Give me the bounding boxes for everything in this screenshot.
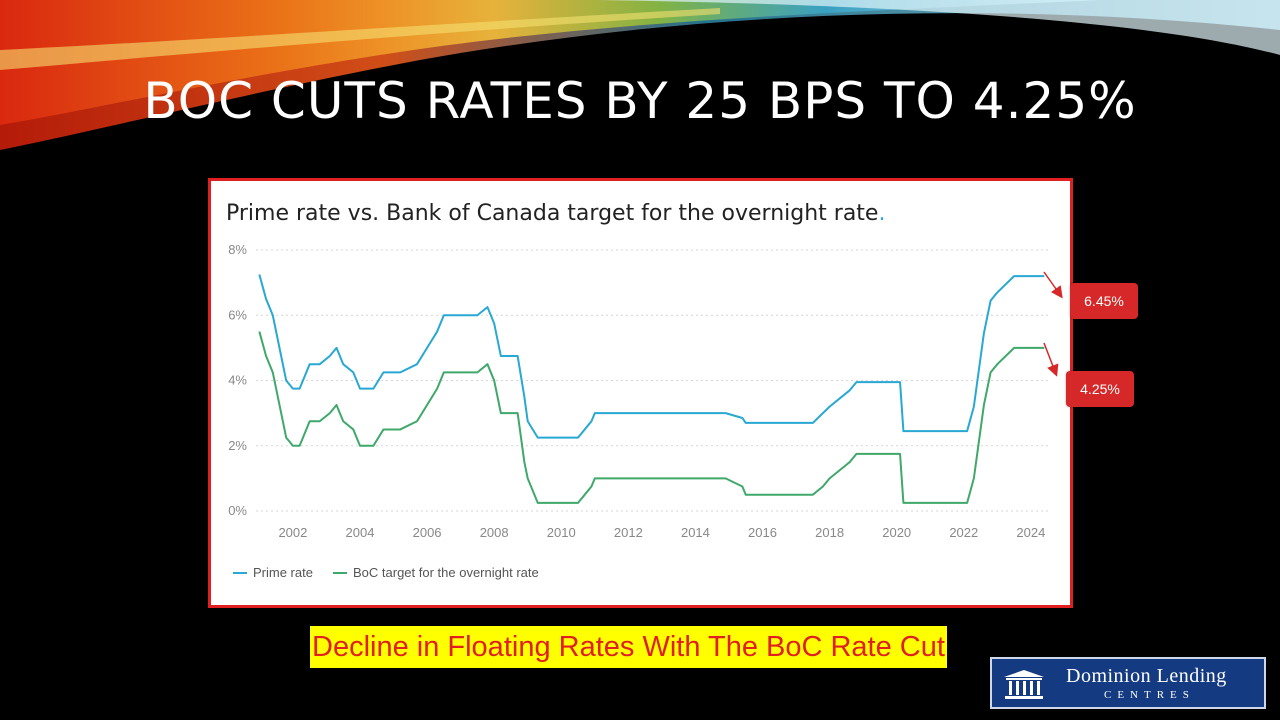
y-tick-label: 2% [228,438,247,453]
legend-item-prime[interactable]: Prime rate [233,565,313,580]
grid-layer [256,249,1051,512]
x-tick-label: 2004 [346,525,375,540]
x-tick-label: 2006 [413,525,442,540]
chart-card: Prime rate vs. Bank of Canada target for… [208,178,1073,608]
x-tick-label: 2012 [614,525,643,540]
x-tick-label: 2008 [480,525,509,540]
x-tick-label: 2024 [1016,525,1045,540]
chart-title: Prime rate vs. Bank of Canada target for… [226,201,885,226]
logo-text-sub: CENTRES [1104,689,1195,701]
building-icon [1004,670,1044,699]
legend-swatch-boc [333,571,347,574]
x-tick-label: 2002 [278,525,307,540]
legend-item-boc[interactable]: BoC target for the overnight rate [333,565,539,580]
y-tick-label: 6% [228,307,247,322]
slide-caption: Decline in Floating Rates With The BoC R… [310,626,947,668]
callout-boc: 4.25% [1066,371,1134,407]
chart-title-text: Prime rate vs. Bank of Canada target for… [226,201,879,226]
x-tick-label: 2020 [882,525,911,540]
slide-title: BOC CUTS RATES BY 25 BPS TO 4.25% [143,72,1137,130]
company-logo: Dominion Lending CENTRES [990,657,1266,709]
series-line-boc [258,331,1045,504]
series-layer [258,274,1045,504]
x-tick-label: 2016 [748,525,777,540]
y-tick-label: 4% [228,373,247,388]
legend-label-boc: BoC target for the overnight rate [353,565,539,580]
logo-text-main: Dominion Lending [1066,665,1227,687]
x-tick-label: 2018 [815,525,844,540]
y-tick-label: 8% [228,242,247,257]
x-tick-label: 2022 [949,525,978,540]
series-line-prime [258,274,1045,439]
tick-layer: 0% 2% 4% 6% 8% 2002 2004 2006 2008 2010 2012 2014 20… [228,242,1045,540]
x-tick-label: 2010 [547,525,576,540]
y-tick-label: 0% [228,503,247,518]
legend-swatch-prime [233,571,247,574]
decorative-swoosh [0,0,1280,150]
chart-plot: 0% 2% 4% 6% 8% 2002 2004 2006 2008 2010 2012 2014 20… [228,242,1051,540]
callout-prime: 6.45% [1070,283,1138,319]
chart-title-dot: . [878,201,886,226]
legend-label-prime: Prime rate [253,565,313,580]
x-tick-label: 2014 [681,525,710,540]
